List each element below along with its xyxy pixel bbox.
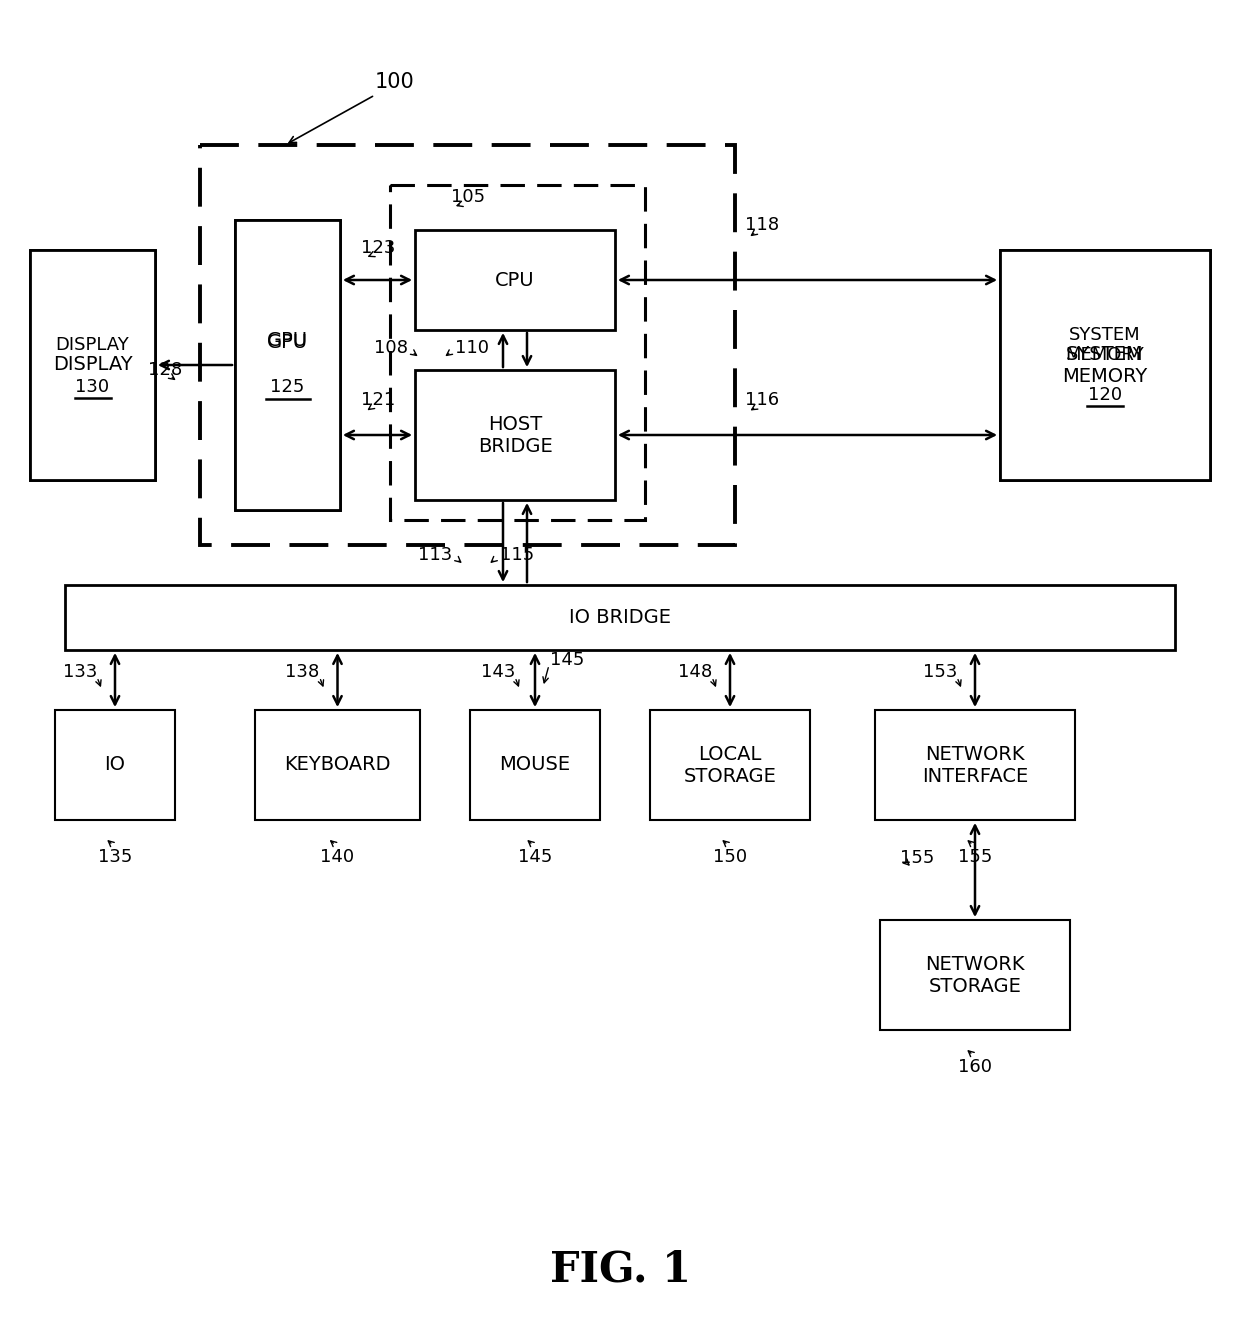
Bar <box>880 920 1070 1030</box>
Text: 123: 123 <box>361 239 396 257</box>
Text: IO BRIDGE: IO BRIDGE <box>569 608 671 627</box>
Bar <box>875 710 1075 820</box>
Text: SYSTEM
MEMORY: SYSTEM MEMORY <box>1063 344 1148 386</box>
Text: HOST
BRIDGE: HOST BRIDGE <box>477 415 552 455</box>
Text: 140: 140 <box>320 848 355 866</box>
Text: 145: 145 <box>551 651 584 668</box>
Text: 160: 160 <box>959 1058 992 1077</box>
Text: GPU: GPU <box>267 334 308 352</box>
Text: 121: 121 <box>361 391 396 410</box>
Bar <box>999 249 1210 480</box>
Bar <box>30 249 155 480</box>
Text: 138: 138 <box>285 663 320 680</box>
Text: 153: 153 <box>923 663 957 680</box>
Text: LOCAL
STORAGE: LOCAL STORAGE <box>683 744 776 786</box>
Text: MOUSE: MOUSE <box>500 755 570 775</box>
Bar <box>415 370 615 500</box>
Text: KEYBOARD: KEYBOARD <box>284 755 391 775</box>
Text: 143: 143 <box>481 663 515 680</box>
Text: GPU: GPU <box>267 331 308 350</box>
Text: 135: 135 <box>98 848 133 866</box>
Text: 113: 113 <box>418 546 453 564</box>
Text: 118: 118 <box>745 216 779 233</box>
Bar <box>470 710 600 820</box>
Text: 155: 155 <box>957 848 992 866</box>
Text: NETWORK
INTERFACE: NETWORK INTERFACE <box>921 744 1028 786</box>
Bar <box>236 220 340 510</box>
Bar <box>200 145 735 546</box>
Bar <box>415 229 615 329</box>
Text: FIG. 1: FIG. 1 <box>549 1249 691 1291</box>
Text: 148: 148 <box>678 663 712 680</box>
Text: 150: 150 <box>713 848 746 866</box>
Text: 155: 155 <box>900 848 935 867</box>
Text: 125: 125 <box>270 378 305 396</box>
Bar <box>236 220 340 510</box>
Text: DISPLAY: DISPLAY <box>56 336 129 354</box>
Text: NETWORK
STORAGE: NETWORK STORAGE <box>925 955 1024 995</box>
Bar <box>55 710 175 820</box>
Text: 108: 108 <box>374 339 408 358</box>
Text: 100: 100 <box>376 72 415 92</box>
Text: 105: 105 <box>451 188 485 205</box>
Bar <box>999 249 1210 480</box>
Bar <box>30 249 155 480</box>
Text: CPU: CPU <box>495 271 534 289</box>
Bar <box>64 586 1176 650</box>
Text: 120: 120 <box>1087 386 1122 404</box>
Bar <box>391 185 645 520</box>
Text: 115: 115 <box>500 546 534 564</box>
Text: 116: 116 <box>745 391 779 410</box>
Bar <box>650 710 810 820</box>
Bar <box>255 710 420 820</box>
Text: 133: 133 <box>63 663 97 680</box>
Text: DISPLAY: DISPLAY <box>52 355 133 375</box>
Text: 130: 130 <box>76 378 109 396</box>
Text: 128: 128 <box>148 362 182 379</box>
Text: 145: 145 <box>518 848 552 866</box>
Text: 110: 110 <box>455 339 489 358</box>
Text: IO: IO <box>104 755 125 775</box>
Text: SYSTEM
MEMORY: SYSTEM MEMORY <box>1065 325 1145 364</box>
